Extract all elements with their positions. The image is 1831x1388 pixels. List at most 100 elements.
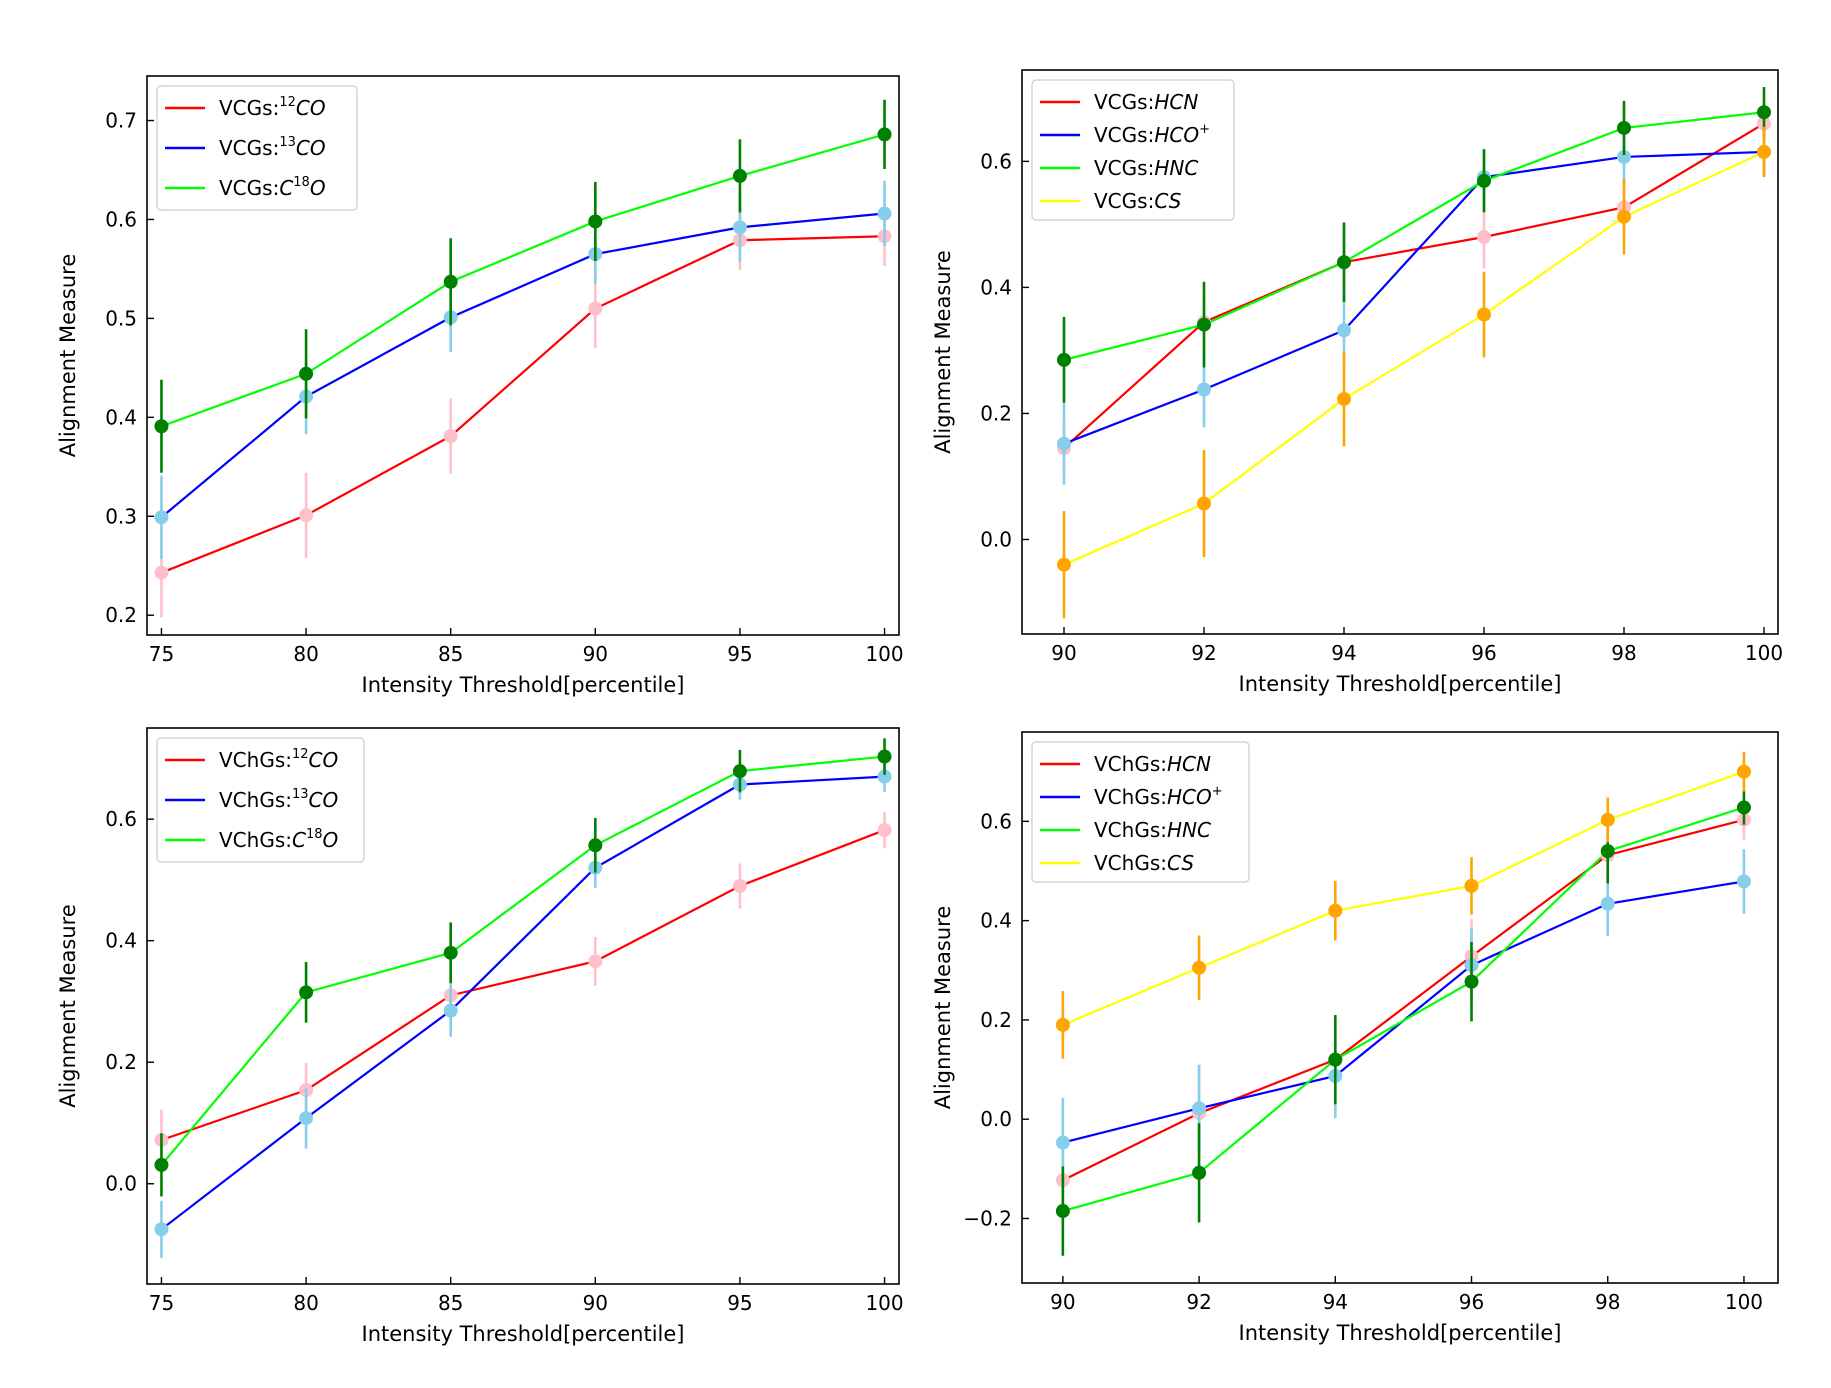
x-tick-label: 100 (865, 1291, 903, 1315)
series-+HCO-point (1617, 149, 1631, 164)
legend-superscript: 12 (279, 95, 296, 110)
series-18CO-point (299, 366, 314, 381)
series-HCN-line (1063, 122, 1765, 449)
y-tick-label: 0.2 (105, 603, 137, 627)
series-12CO-point (588, 954, 603, 969)
legend-entry: VChGs:13CO (219, 787, 338, 812)
y-tick-label: 0.7 (105, 109, 137, 133)
series-HNC-line (1063, 111, 1765, 361)
series-+HCO-point (1736, 874, 1751, 889)
series-CS-point (1055, 1017, 1070, 1032)
series-HNC-point (1757, 105, 1771, 120)
legend-frame (156, 737, 365, 863)
series-+HCO-point (1197, 382, 1211, 397)
series-HNC-point (1736, 800, 1751, 815)
y-tick-label: 0.4 (105, 929, 137, 953)
legend-species-suffix: O (323, 828, 339, 852)
series-HCN-line (1062, 818, 1745, 1182)
x-tick-label: 75 (149, 642, 174, 666)
y-tick-label: 0.4 (980, 909, 1012, 933)
legend-entry: VCGs:12CO (219, 95, 326, 120)
x-tick-label: 95 (727, 1291, 752, 1315)
series-CS-point (1600, 812, 1615, 827)
x-tick-label: 90 (1051, 641, 1076, 665)
y-tick-label: 0.0 (980, 1107, 1012, 1131)
legend-superscript: 18 (293, 175, 310, 190)
legend-prefix: VCGs: (219, 136, 279, 160)
legend-prefix: VChGs: (219, 828, 292, 852)
chart-top-left: 75 80 85 90 95 100 0.2 0.3 0.4 0.5 0.6 0.7 Intensity… (56, 75, 904, 697)
series-12CO-line (161, 235, 885, 574)
series-18CO-point (877, 749, 892, 764)
x-axis-label: Intensity Threshold[percentile] (362, 673, 685, 697)
y-tick-label: 0.6 (980, 149, 1012, 173)
legend-frame (156, 85, 358, 211)
legend-prefix: VCGs: (219, 96, 279, 120)
legend-entry: VChGs:12CO (219, 747, 338, 772)
legend-species: HCO (1154, 123, 1199, 147)
x-axis-label: Intensity Threshold[percentile] (362, 1322, 685, 1346)
y-tick-label: −0.2 (963, 1206, 1012, 1230)
series-18CO-point (299, 985, 314, 1000)
series-CS-point (1464, 878, 1479, 893)
series-HCN-point (1477, 229, 1491, 244)
x-axis-label: Intensity Threshold[percentile] (1239, 672, 1562, 696)
y-tick-label: 0.4 (105, 405, 137, 429)
legend-frame (1031, 79, 1235, 221)
series-18CO-point (154, 419, 169, 434)
legend-superscript: + (1212, 784, 1223, 799)
legend-entry: VChGs:HCO+ (1094, 784, 1223, 809)
y-axis-label: Alignment Measure (931, 906, 955, 1110)
legend-prefix: VCGs: (1094, 189, 1154, 213)
series-+HCO-line (1062, 880, 1745, 1144)
x-tick-label: 95 (727, 642, 752, 666)
x-tick-label: 98 (1595, 1290, 1620, 1314)
series-+HCO-point (1337, 323, 1351, 338)
series-+HCO-point (1600, 896, 1615, 911)
series-HNC-point (1057, 352, 1071, 367)
series-12CO-point (299, 508, 314, 523)
series-CS-point (1057, 557, 1071, 572)
legend-entry: VCGs:CS (1094, 189, 1182, 213)
series-18CO-line (160, 755, 885, 1166)
legend-species: CS (1167, 851, 1194, 875)
chart-top-right: 90 92 94 96 98 100 0.0 0.2 0.4 0.6 Intensity Thres… (931, 69, 1783, 696)
x-tick-label: 94 (1323, 1290, 1348, 1314)
series-12CO-point (588, 301, 603, 316)
legend-prefix: VChGs: (1094, 752, 1167, 776)
series-HNC-point (1600, 844, 1615, 859)
series-HNC-line (1062, 806, 1745, 1213)
y-axis-label: Alignment Measure (56, 904, 80, 1108)
series-CS-line (1062, 770, 1745, 1026)
series-HNC-point (1617, 120, 1631, 135)
plot-frame (1021, 69, 1779, 635)
y-axis-label: Alignment Measure (56, 254, 80, 458)
legend-species: HCN (1167, 752, 1211, 776)
x-tick-label: 85 (438, 642, 463, 666)
x-tick-label: 94 (1331, 641, 1356, 665)
series-HNC-point (1192, 1165, 1207, 1180)
legend: VCGs: HCN VCGs:HCO+ VCGs:HNC VCGs:CS (1031, 79, 1235, 221)
x-tick-label: 90 (583, 642, 608, 666)
series-13CO-line (160, 775, 885, 1231)
legend-entry: VCGs:HCO+ (1094, 122, 1210, 147)
series-18CO-point (443, 945, 458, 960)
legend-species: HCN (1154, 90, 1198, 114)
plot-frame (1021, 731, 1779, 1284)
legend-species: C (292, 828, 306, 852)
legend-species: CO (309, 788, 339, 812)
series-13CO-point (154, 1222, 169, 1237)
x-tick-label: 98 (1611, 641, 1636, 665)
series-CS-point (1192, 960, 1207, 975)
legend-entry: VCGs:HNC (1094, 156, 1198, 180)
y-tick-label: 0.2 (105, 1050, 137, 1074)
legend-frame (1031, 741, 1250, 883)
series-CS-point (1757, 144, 1771, 159)
y-tick-label: 0.3 (105, 504, 137, 528)
x-tick-label: 96 (1471, 641, 1496, 665)
series-CS-line (1063, 150, 1765, 566)
series-CS-point (1328, 903, 1343, 918)
y-tick-label: 0.6 (980, 809, 1012, 833)
x-tick-label: 80 (293, 1291, 318, 1315)
x-tick-label: 100 (1745, 641, 1783, 665)
